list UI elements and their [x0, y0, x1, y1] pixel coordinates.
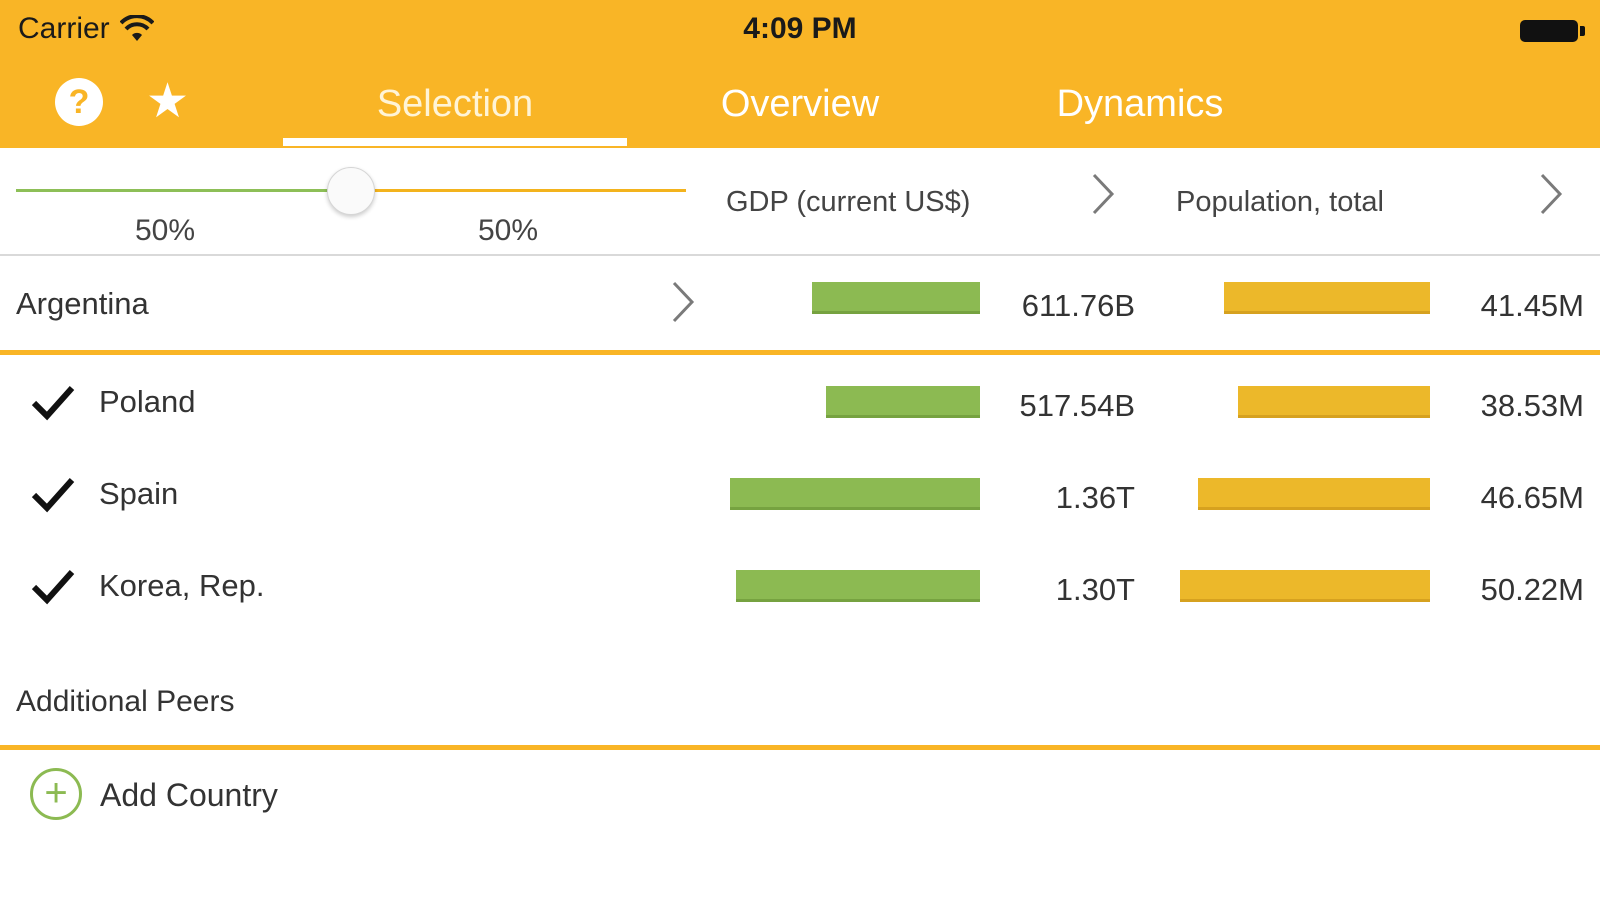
population-indicator-selector[interactable]: Population, total — [1176, 186, 1384, 218]
slider-track-right — [350, 189, 686, 192]
help-icon[interactable]: ? — [55, 78, 103, 126]
gdp-value: 1.30T — [1055, 572, 1135, 607]
status-carrier: Carrier — [18, 12, 154, 46]
population-bar — [1180, 570, 1430, 602]
population-value: 50.22M — [1480, 572, 1584, 607]
population-value: 38.53M — [1480, 388, 1584, 423]
gdp-value: 517.54B — [1019, 388, 1136, 423]
gdp-bar — [736, 570, 980, 602]
peer-country-name: Spain — [99, 476, 179, 511]
population-value: 41.45M — [1480, 288, 1584, 323]
population-value: 46.65M — [1480, 480, 1584, 515]
gdp-value: 611.76B — [1021, 288, 1135, 323]
right-weight-label: 50% — [478, 214, 539, 247]
star-icon[interactable]: ★ — [146, 75, 190, 128]
tab-overview[interactable]: Overview — [720, 83, 880, 125]
chevron-right-icon[interactable] — [1536, 172, 1566, 216]
section-divider — [0, 745, 1600, 750]
carrier-label: Carrier — [18, 12, 110, 45]
peer-country-name: Poland — [99, 384, 196, 419]
left-weight-label: 50% — [135, 214, 196, 247]
active-tab-indicator — [283, 138, 627, 146]
peer-country-name: Korea, Rep. — [99, 568, 265, 603]
wifi-icon — [119, 15, 154, 41]
population-bar — [1198, 478, 1430, 510]
primary-country-name: Argentina — [16, 286, 149, 321]
add-country-button[interactable]: Add Country — [100, 777, 278, 813]
plus-circle-icon[interactable]: + — [30, 768, 82, 820]
chevron-right-icon[interactable] — [668, 280, 698, 324]
primary-divider — [0, 350, 1600, 355]
gdp-bar — [812, 282, 980, 314]
population-bar — [1238, 386, 1430, 418]
weight-slider-thumb[interactable] — [327, 167, 375, 215]
battery-icon — [1520, 20, 1585, 42]
gdp-bar — [730, 478, 980, 510]
app-header: Carrier 4:09 PM ? ★ Selection Overview D… — [0, 0, 1600, 148]
checkmark-icon[interactable] — [30, 383, 76, 423]
weights-and-indicators: 50% 50% GDP (current US$) Population, to… — [0, 148, 1600, 256]
gdp-indicator-selector[interactable]: GDP (current US$) — [726, 186, 971, 218]
section-title: Additional Peers — [16, 685, 235, 718]
chevron-right-icon[interactable] — [1088, 172, 1118, 216]
tab-selection[interactable]: Selection — [376, 83, 534, 125]
gdp-value: 1.36T — [1055, 480, 1135, 515]
checkmark-icon[interactable] — [30, 475, 76, 515]
slider-track-left — [16, 189, 350, 192]
primary-country-row[interactable]: Argentina 611.76B 41.45M — [0, 256, 1600, 352]
population-bar — [1224, 282, 1430, 314]
status-time: 4:09 PM — [743, 12, 857, 45]
gdp-bar — [826, 386, 980, 418]
tab-dynamics[interactable]: Dynamics — [1056, 83, 1224, 125]
checkmark-icon[interactable] — [30, 567, 76, 607]
